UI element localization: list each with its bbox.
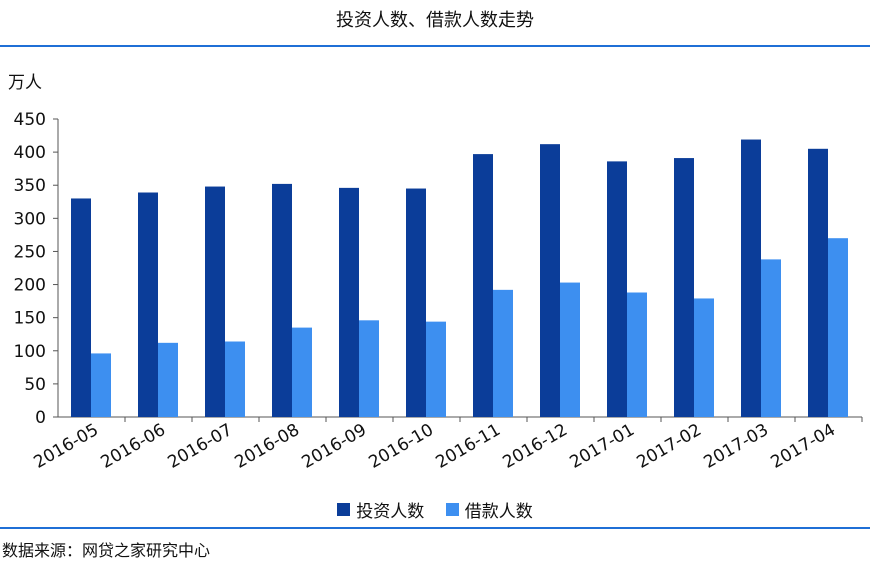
- bar-borrowers: [426, 321, 446, 417]
- legend-item-borrowers: 借款人数: [445, 497, 533, 522]
- bar-investors: [741, 139, 761, 418]
- x-tick-label: 2016-07: [164, 420, 236, 473]
- bar-borrowers: [560, 282, 580, 417]
- y-tick-label: 350: [14, 176, 46, 196]
- y-tick-label: 100: [14, 342, 46, 362]
- bar-investors: [406, 188, 426, 417]
- bar-borrowers: [761, 259, 781, 417]
- bar-investors: [808, 148, 828, 418]
- x-tick-label: 2016-09: [298, 420, 370, 473]
- y-tick-label: 0: [35, 408, 46, 428]
- y-tick-label: 200: [14, 276, 46, 296]
- bar-investors: [339, 187, 359, 417]
- bar-borrowers: [828, 238, 848, 417]
- bar-borrowers: [225, 341, 245, 417]
- x-tick-label: 2017-02: [633, 420, 705, 473]
- y-tick-label: 150: [14, 309, 46, 329]
- bar-borrowers: [627, 292, 647, 417]
- bar-borrowers: [292, 327, 312, 417]
- y-tick-label: 400: [14, 143, 46, 163]
- x-tick-label: 2016-10: [365, 420, 437, 473]
- bar-investors: [272, 183, 292, 417]
- y-axis-unit-label: 万人: [8, 73, 42, 93]
- top-divider: [0, 45, 870, 47]
- legend-label-investors: 投资人数: [356, 502, 425, 522]
- legend-label-borrowers: 借款人数: [464, 502, 533, 522]
- y-tick-label: 50: [24, 375, 46, 395]
- bar-investors: [540, 144, 560, 418]
- bar-investors: [674, 158, 694, 417]
- bar-investors: [71, 198, 91, 417]
- bar-borrowers: [158, 342, 178, 417]
- legend-swatch-borrowers: [445, 503, 459, 516]
- y-tick-label: 450: [14, 110, 46, 130]
- bar-borrowers: [694, 298, 714, 417]
- x-tick-label: 2016-06: [97, 420, 169, 473]
- bar-borrowers: [91, 353, 111, 417]
- x-tick-label: 2017-01: [566, 420, 638, 473]
- y-tick-label: 250: [14, 242, 46, 262]
- x-tick-label: 2017-03: [700, 420, 772, 473]
- x-tick-label: 2016-08: [231, 420, 303, 473]
- legend-item-investors: 投资人数: [337, 497, 424, 522]
- bar-chart: 0501001502002503003504004502016-052016-0…: [14, 110, 863, 473]
- y-tick-label: 300: [14, 209, 46, 229]
- legend-swatch-investors: [337, 503, 351, 516]
- x-tick-label: 2016-12: [499, 420, 571, 473]
- bottom-divider: [0, 527, 870, 529]
- source-note: 数据来源：网贷之家研究中心: [2, 541, 211, 560]
- bar-investors: [473, 154, 493, 417]
- bar-borrowers: [359, 320, 379, 417]
- bar-borrowers: [493, 289, 513, 417]
- x-tick-label: 2016-11: [432, 420, 504, 473]
- legend: 投资人数 借款人数: [0, 497, 870, 522]
- bar-investors: [138, 192, 158, 417]
- bar-investors: [205, 186, 225, 417]
- bar-investors: [607, 161, 627, 417]
- chart-title: 投资人数、借款人数走势: [336, 10, 534, 31]
- x-tick-label: 2017-04: [767, 420, 839, 473]
